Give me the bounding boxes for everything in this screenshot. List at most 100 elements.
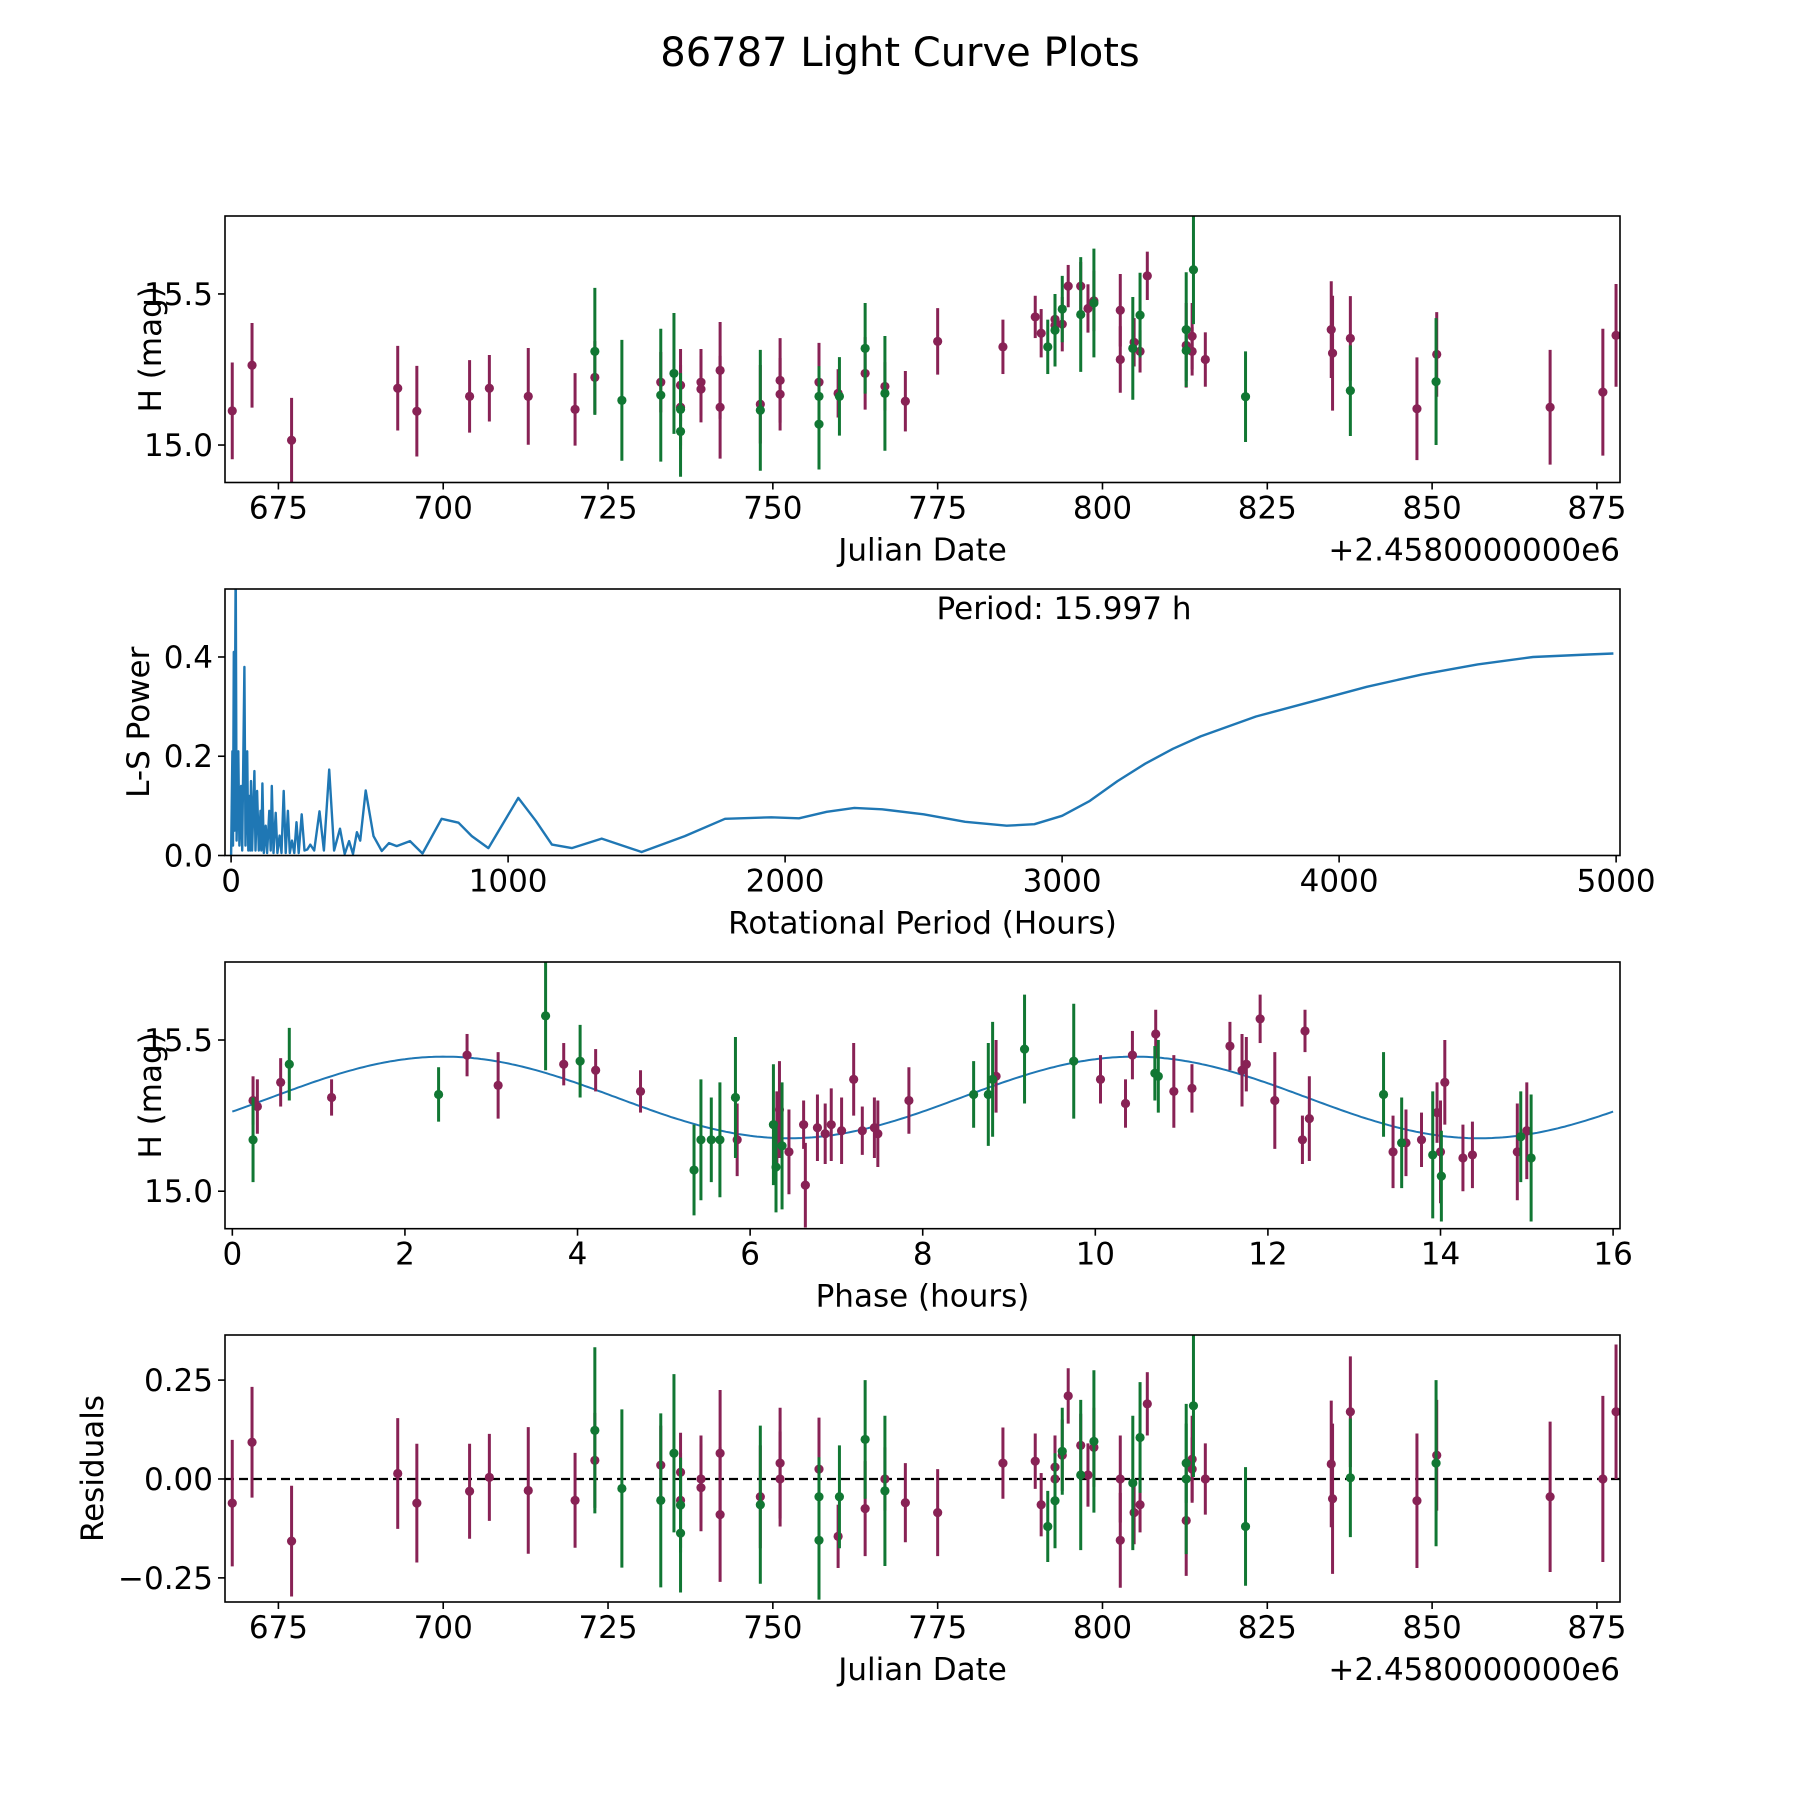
data-point — [904, 1095, 914, 1106]
data-point — [675, 1528, 686, 1538]
data-point — [706, 1135, 716, 1145]
data-point — [669, 1448, 679, 1458]
data-point — [1416, 1135, 1427, 1145]
data-point — [1036, 1500, 1046, 1510]
data-point — [1127, 1050, 1138, 1060]
data-point — [1187, 331, 1197, 341]
data-point — [1135, 1500, 1145, 1510]
data-point — [617, 1483, 627, 1494]
data-point — [1345, 1473, 1355, 1483]
data-point — [933, 336, 943, 346]
data-point — [1076, 1470, 1086, 1480]
data-point — [493, 1080, 503, 1090]
x-axis-label: Julian Date — [836, 1652, 1007, 1688]
data-point — [1431, 376, 1441, 387]
data-point — [575, 1056, 585, 1066]
data-point — [433, 1089, 444, 1100]
data-point — [1545, 1492, 1555, 1502]
data-point — [696, 384, 706, 394]
y-axis-label: H (mag) — [133, 286, 169, 412]
plot-area — [225, 1335, 1620, 1600]
data-point — [775, 375, 785, 385]
data-point — [1030, 312, 1040, 322]
data-point — [247, 360, 257, 370]
lightcurve-panel: 675 700 725 750 775 800 825 850 875 15.0 15.5 Julia… — [133, 215, 1627, 569]
data-point — [812, 1123, 823, 1133]
periodogram-panel: 0 1000 2000 3000 4000 5000 0.0 0.2 0.4 Rotational… — [121, 588, 1656, 942]
axes-frame — [224, 215, 1621, 484]
x-tick-label: 14 — [1421, 1237, 1460, 1273]
data-point — [1095, 1074, 1106, 1084]
data-point — [484, 1472, 494, 1482]
data-point — [1326, 325, 1336, 335]
x-tick-label: 725 — [578, 491, 637, 527]
data-point — [1115, 1535, 1125, 1545]
data-point — [464, 1486, 475, 1496]
data-point — [1345, 386, 1355, 396]
subplots: 675 700 725 750 775 800 825 850 87515.015.5Julia… — [75, 215, 1656, 1688]
data-point — [1142, 271, 1152, 281]
data-point — [1036, 328, 1046, 338]
x-tick-label: 800 — [1073, 491, 1132, 527]
x-tick-label: 875 — [1567, 1610, 1626, 1646]
data-point — [834, 391, 845, 401]
data-point — [900, 396, 910, 406]
x-tick-label: 0 — [221, 864, 241, 900]
x-tick-label: 0 — [222, 1237, 242, 1273]
data-point — [1181, 345, 1191, 356]
plot-area — [227, 216, 1620, 483]
data-point — [998, 342, 1008, 352]
y-tick-label: 15.0 — [144, 1174, 213, 1210]
data-point — [656, 1495, 666, 1505]
data-point — [1188, 1401, 1199, 1411]
data-point — [1378, 1089, 1389, 1100]
data-point — [1057, 1446, 1067, 1456]
data-point — [849, 1074, 859, 1084]
data-point — [814, 391, 824, 401]
x-tick-label: 800 — [1073, 1610, 1132, 1646]
data-point — [755, 405, 765, 415]
y-tick-label: 15.0 — [144, 428, 213, 464]
data-point — [1142, 1399, 1152, 1409]
data-point — [1440, 1077, 1450, 1087]
data-point — [768, 1120, 779, 1130]
data-point — [1200, 354, 1210, 365]
data-point — [1598, 387, 1608, 397]
data-point — [860, 1504, 870, 1514]
data-point — [998, 1458, 1008, 1468]
data-point — [1050, 1496, 1060, 1506]
data-point — [814, 419, 824, 429]
data-point — [1345, 333, 1355, 343]
data-point — [1545, 402, 1555, 412]
plot-area — [231, 962, 1614, 1228]
data-point — [276, 1077, 286, 1087]
data-point — [755, 1500, 765, 1510]
data-point — [523, 1485, 533, 1496]
data-point — [880, 388, 890, 398]
data-point — [860, 343, 870, 353]
data-point — [1089, 298, 1099, 308]
data-point — [227, 406, 237, 416]
x-axis-label: Phase (hours) — [816, 1279, 1030, 1315]
period-annotation: Period: 15.997 h — [937, 591, 1192, 627]
x-tick-label: 700 — [414, 491, 473, 527]
data-point — [1458, 1153, 1468, 1163]
x-axis-label: Rotational Period (Hours) — [728, 906, 1117, 942]
data-point — [227, 1498, 237, 1508]
data-point — [284, 1059, 294, 1069]
data-point — [326, 1092, 337, 1103]
data-point — [1120, 1098, 1131, 1109]
data-point — [775, 1474, 785, 1484]
data-point — [1270, 1095, 1280, 1106]
data-point — [857, 1126, 867, 1136]
data-point — [1019, 1044, 1030, 1054]
data-point — [836, 1126, 847, 1136]
x-tick-label: 16 — [1593, 1237, 1632, 1273]
data-series-0 — [248, 994, 1532, 1228]
y-tick-label: 0.25 — [144, 1363, 213, 1399]
data-point — [286, 1536, 297, 1546]
x-tick-label: 875 — [1567, 491, 1626, 527]
data-point — [1200, 1474, 1210, 1484]
data-point — [1135, 310, 1145, 320]
